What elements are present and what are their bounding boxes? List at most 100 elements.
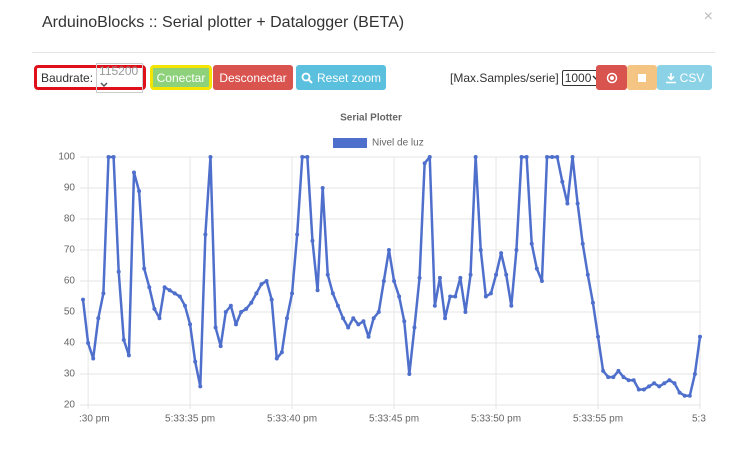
point <box>121 337 126 342</box>
x-tick-label: 5:33:55 pm <box>573 414 623 425</box>
point <box>223 310 228 314</box>
point <box>427 155 432 159</box>
point <box>483 294 488 299</box>
point <box>488 291 493 296</box>
point <box>376 310 381 314</box>
disconnect-label: Desconectar <box>219 70 287 85</box>
point <box>616 368 621 373</box>
point <box>381 279 386 283</box>
point <box>621 375 626 380</box>
point <box>320 186 325 190</box>
point <box>657 384 662 389</box>
point <box>330 291 335 296</box>
point <box>386 248 391 252</box>
point <box>259 282 264 287</box>
x-tick-label: 5:33:45 pm <box>369 414 419 425</box>
point <box>641 387 646 392</box>
point <box>453 294 458 299</box>
csv-label: CSV <box>679 70 705 85</box>
point <box>366 334 371 339</box>
point <box>157 316 162 321</box>
point <box>315 288 320 293</box>
point <box>565 201 570 206</box>
csv-button[interactable]: CSV <box>657 65 712 90</box>
record-button[interactable] <box>596 65 627 90</box>
point <box>626 378 631 383</box>
baudrate-select[interactable]: 115200 <box>96 62 143 93</box>
max-samples-value: 1000 <box>564 70 592 85</box>
x-tick-label: 5:3 <box>692 414 706 425</box>
close-button[interactable]: × <box>703 8 713 25</box>
legend-label: Nivel de luz <box>372 138 424 149</box>
point <box>198 384 203 389</box>
point <box>300 155 305 159</box>
chart: Serial Plotter 20 30 40 50 60 70 80 90 100:30 pm… <box>58 113 706 425</box>
point <box>534 266 539 271</box>
point <box>514 248 519 252</box>
x-tick-label: :30 pm <box>79 414 110 425</box>
y-tick-label: 70 <box>64 245 76 256</box>
point <box>478 248 483 252</box>
point <box>356 322 361 327</box>
point <box>662 381 667 386</box>
point <box>284 316 289 321</box>
point <box>443 316 448 321</box>
reset-zoom-button[interactable]: Reset zoom <box>296 65 386 90</box>
disconnect-button[interactable]: Desconectar <box>213 65 293 90</box>
point <box>249 300 254 305</box>
point <box>177 294 182 299</box>
dialog-title: ArduinoBlocks :: Serial plotter + Datalo… <box>42 14 405 31</box>
point <box>274 356 279 361</box>
point <box>698 334 702 339</box>
stop-button[interactable] <box>627 65 657 90</box>
point <box>509 303 514 308</box>
chevron <box>100 81 108 87</box>
point <box>111 155 116 159</box>
point <box>182 303 187 308</box>
point <box>351 316 356 321</box>
point <box>264 279 269 283</box>
point <box>325 272 330 277</box>
point <box>631 378 636 383</box>
point <box>596 334 601 339</box>
point <box>101 291 106 296</box>
baudrate-label: Baudrate: <box>41 70 94 85</box>
point <box>96 316 101 321</box>
point <box>611 375 616 380</box>
point <box>412 325 417 330</box>
point <box>310 238 315 243</box>
point <box>361 319 366 324</box>
connect-button[interactable]: Conectar <box>150 65 212 90</box>
point <box>458 275 463 280</box>
point <box>545 155 550 159</box>
point <box>504 272 509 277</box>
x-tick-label: 5:33:35 pm <box>165 414 215 425</box>
point <box>188 322 193 327</box>
point <box>269 297 274 302</box>
point <box>218 344 223 349</box>
divider <box>32 52 715 53</box>
y-tick-label: 90 <box>64 183 76 194</box>
point <box>402 319 407 324</box>
point <box>519 155 524 159</box>
point <box>213 325 218 330</box>
y-tick-label: 20 <box>64 400 76 411</box>
point <box>667 378 672 383</box>
y-tick-label: 60 <box>64 276 76 287</box>
point <box>575 201 580 206</box>
point <box>580 241 585 246</box>
x-tick-label: 5:33:40 pm <box>267 414 317 425</box>
point <box>585 272 590 277</box>
point <box>672 381 677 386</box>
point <box>335 303 340 308</box>
point <box>473 155 478 159</box>
point <box>606 375 611 380</box>
point <box>422 161 427 166</box>
point <box>529 241 534 246</box>
point <box>86 341 91 345</box>
baudrate-value: 115200 <box>99 63 139 78</box>
point <box>208 155 213 159</box>
record-icon <box>606 72 617 83</box>
point <box>239 310 244 314</box>
point <box>417 275 422 280</box>
